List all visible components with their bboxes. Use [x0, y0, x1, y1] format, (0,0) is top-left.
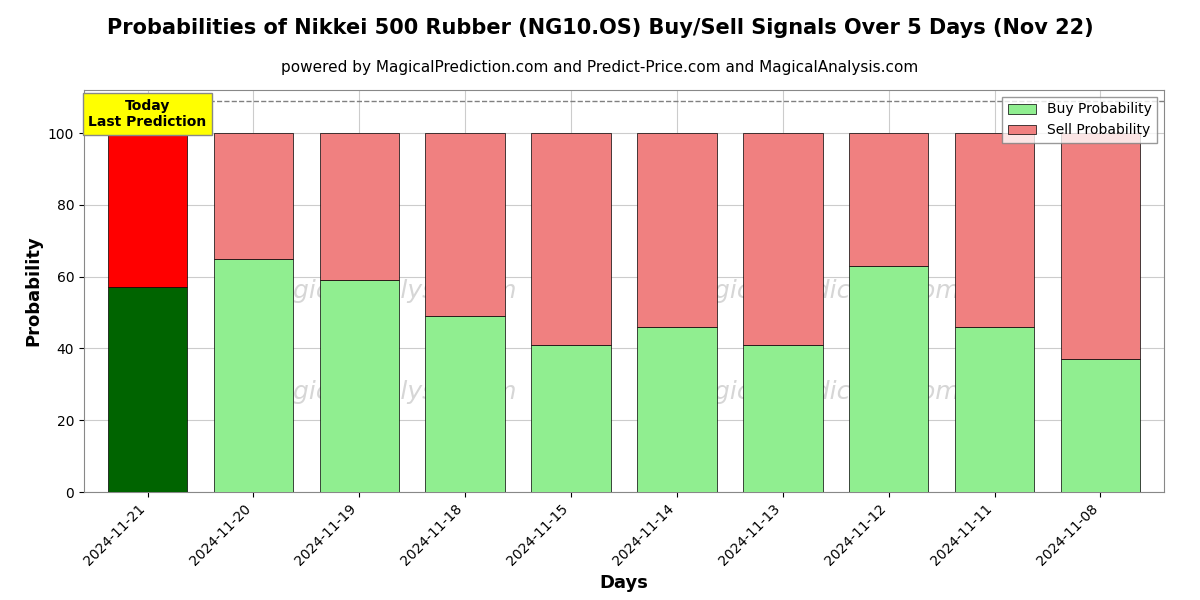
Bar — [850, 266, 929, 492]
Bar — [850, 133, 929, 266]
Y-axis label: Probability: Probability — [24, 236, 42, 346]
Bar — [108, 287, 187, 492]
Legend: Buy Probability, Sell Probability: Buy Probability, Sell Probability — [1002, 97, 1157, 143]
Bar — [214, 259, 293, 492]
Bar — [1061, 133, 1140, 359]
Text: powered by MagicalPrediction.com and Predict-Price.com and MagicalAnalysis.com: powered by MagicalPrediction.com and Pre… — [281, 60, 919, 75]
Bar — [637, 327, 716, 492]
Bar — [532, 133, 611, 345]
Bar — [214, 133, 293, 259]
Bar — [1061, 359, 1140, 492]
Bar — [426, 133, 505, 316]
Bar — [637, 133, 716, 327]
Text: MagicalPrediction.com: MagicalPrediction.com — [677, 379, 960, 403]
Text: MagicalAnalysis.com: MagicalAnalysis.com — [256, 279, 517, 303]
X-axis label: Days: Days — [600, 574, 648, 592]
Text: Probabilities of Nikkei 500 Rubber (NG10.OS) Buy/Sell Signals Over 5 Days (Nov 2: Probabilities of Nikkei 500 Rubber (NG10… — [107, 18, 1093, 38]
Bar — [319, 280, 400, 492]
Bar — [426, 316, 505, 492]
Bar — [955, 327, 1034, 492]
Bar — [743, 345, 822, 492]
Bar — [108, 133, 187, 287]
Text: MagicalAnalysis.com: MagicalAnalysis.com — [256, 379, 517, 403]
Text: Today
Last Prediction: Today Last Prediction — [89, 99, 206, 129]
Bar — [743, 133, 822, 345]
Bar — [955, 133, 1034, 327]
Bar — [319, 133, 400, 280]
Text: MagicalPrediction.com: MagicalPrediction.com — [677, 279, 960, 303]
Bar — [532, 345, 611, 492]
